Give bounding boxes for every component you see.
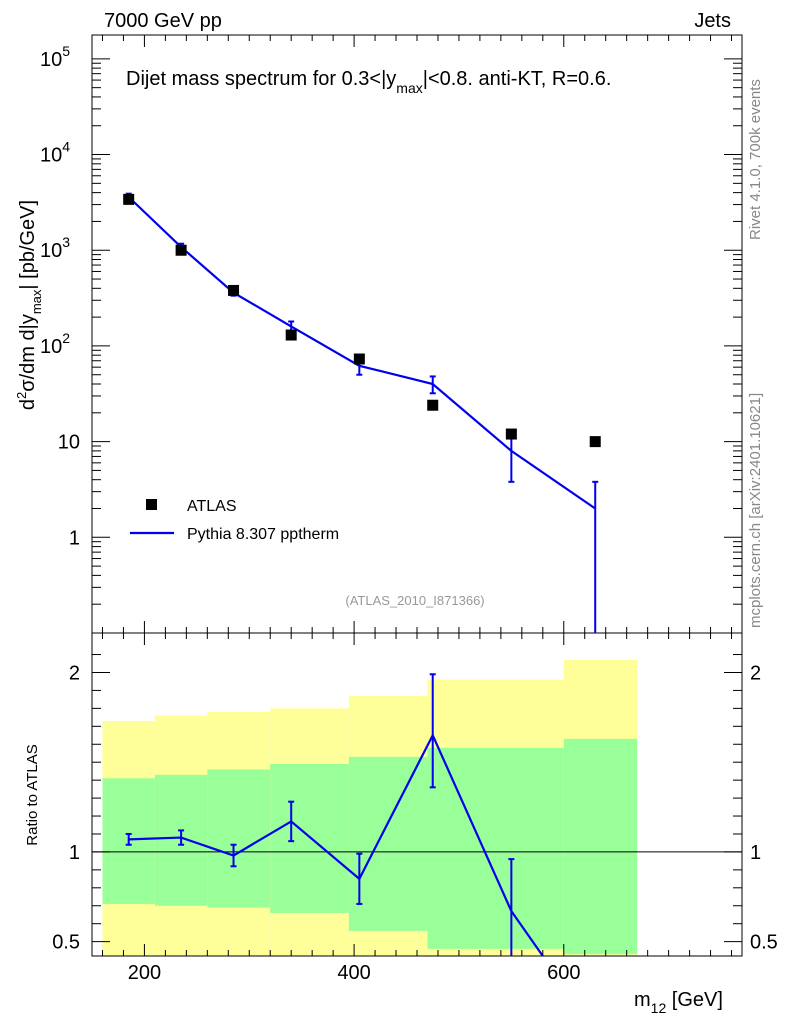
y-tick-label: 105 — [40, 43, 70, 71]
x-axis-label: m12 [GeV] — [634, 989, 723, 1016]
title-suffix: |<0.8. anti-KT, R=0.6. — [423, 68, 612, 90]
legend-label-atlas: ATLAS — [187, 498, 237, 515]
atlas-data-point — [228, 285, 239, 296]
ratio-y-tick-label-right: 1 — [750, 842, 761, 864]
atlas-data-point — [286, 330, 297, 341]
legend: ATLAS Pythia 8.307 pptherm — [130, 498, 339, 543]
legend-marker-atlas — [146, 499, 157, 510]
y-tick-label: 104 — [40, 139, 70, 167]
atlas-data-point — [427, 400, 438, 411]
main-ylabel-text: d2σ/dm d|ymax| [pb/GeV] — [14, 200, 44, 410]
ratio-ylabel: Ratio to ATLAS — [24, 744, 41, 845]
atlas-data-point — [506, 429, 517, 440]
band-inner-bin — [270, 764, 349, 913]
main-title: Dijet mass spectrum for 0.3<|ymax|<0.8. … — [126, 68, 611, 96]
title-sub: max — [396, 80, 422, 96]
pythia-line — [129, 197, 596, 509]
ratio-bands — [102, 660, 637, 956]
y-tick-label: 102 — [40, 330, 70, 358]
source-label-text: mcplots.cern.ch [arXiv:2401.10621] — [747, 393, 764, 628]
reference-label: (ATLAS_2010_I871366) — [345, 593, 484, 608]
y-tick-label: 103 — [40, 234, 70, 262]
y-tick-label: 1 — [69, 527, 80, 549]
x-tick-label: 200 — [128, 962, 161, 984]
x-tick-label: 600 — [547, 962, 580, 984]
chart-root: 200 400 600 1 10 102 103 104 105 0.5 0.5 1 1 2 2 7000 … — [0, 0, 786, 1024]
ratio-y-tick-label-right: 0.5 — [750, 932, 778, 954]
rivet-label-text: Rivet 4.1.0, 700k events — [747, 79, 764, 240]
header-left: 7000 GeV pp — [104, 10, 222, 32]
ratio-y-tick-label: 0.5 — [52, 932, 80, 954]
header-right: Jets — [694, 10, 731, 32]
title-prefix: Dijet mass spectrum for 0.3<|y — [126, 68, 396, 90]
ratio-y-tick-label: 2 — [69, 662, 80, 684]
ratio-ylabel-text: Ratio to ATLAS — [24, 744, 41, 845]
band-inner-bin — [427, 748, 563, 949]
ratio-y-tick-label: 1 — [69, 842, 80, 864]
ratio-y-tick-label-right: 2 — [750, 662, 761, 684]
rivet-label: Rivet 4.1.0, 700k events — [747, 79, 764, 240]
atlas-data-point — [590, 436, 601, 447]
atlas-data-point — [123, 194, 134, 205]
y-tick-label: 10 — [58, 432, 80, 454]
legend-label-pythia: Pythia 8.307 pptherm — [187, 526, 339, 543]
source-label: mcplots.cern.ch [arXiv:2401.10621] — [747, 393, 764, 628]
band-inner-bin — [564, 739, 637, 954]
main-frame — [92, 35, 742, 633]
x-tick-label: 400 — [337, 962, 370, 984]
atlas-data-point — [176, 245, 187, 256]
atlas-data-point — [354, 354, 365, 365]
main-ylabel: d2σ/dm d|ymax| [pb/GeV] — [14, 200, 44, 410]
